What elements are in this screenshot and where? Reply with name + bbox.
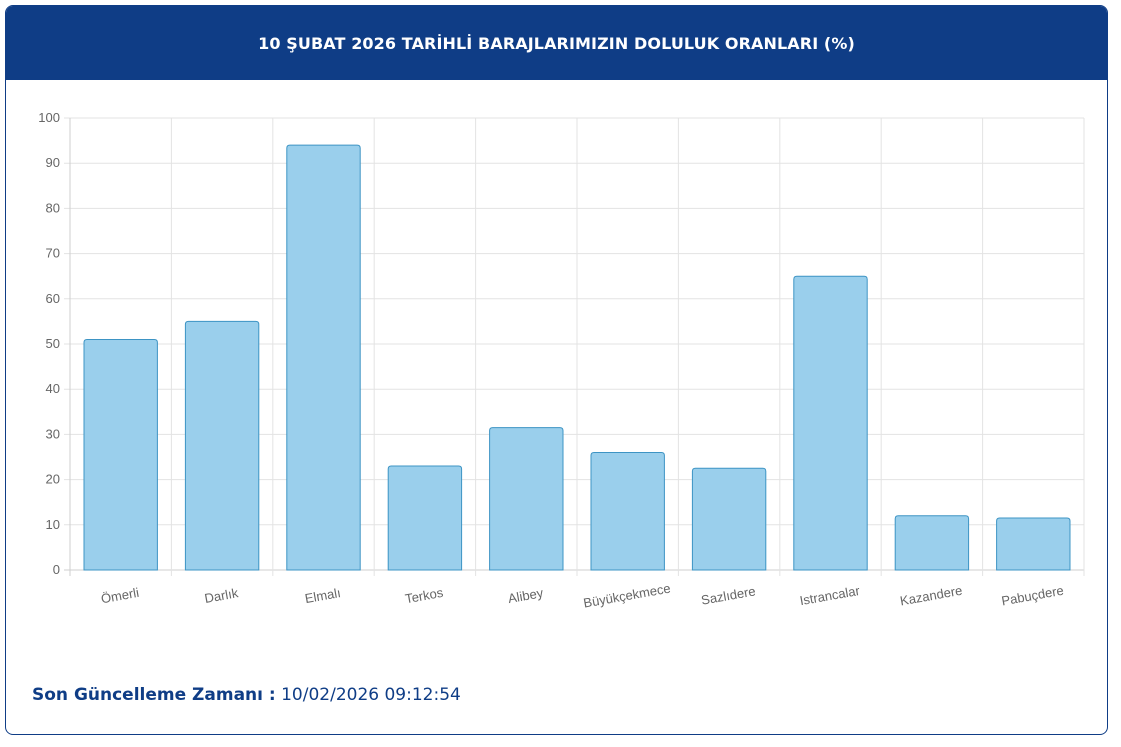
x-tick-label: Terkos: [404, 585, 445, 607]
bar: [83, 338, 158, 571]
y-tick-label: 60: [46, 291, 60, 306]
y-tick-label: 90: [46, 155, 60, 170]
x-tick-label: Ömerli: [100, 585, 140, 606]
bar: [996, 517, 1071, 571]
x-tick-label: Kazandere: [899, 583, 964, 609]
y-tick-label: 100: [38, 110, 60, 125]
y-tick-label: 40: [46, 381, 60, 396]
last-update-value: 10/02/2026 09:12:54: [281, 685, 461, 705]
bar: [286, 144, 361, 571]
bar: [184, 320, 260, 571]
y-tick-label: 30: [46, 426, 60, 441]
last-update: Son Güncelleme Zamanı : 10/02/2026 09:12…: [32, 685, 461, 705]
bar: [894, 515, 970, 571]
x-tick-label: Istrancalar: [799, 583, 862, 608]
x-tick-label: Büyükçekmece: [582, 581, 671, 611]
card-header: 10 ŞUBAT 2026 TARİHLİ BARAJLARIMIZIN DOL…: [6, 6, 1107, 80]
y-tick-label: 0: [53, 562, 60, 577]
chart-title: 10 ŞUBAT 2026 TARİHLİ BARAJLARIMIZIN DOL…: [258, 33, 855, 53]
bar-chart: 0 10 20 30 40 50 60 70 80 90 100 Ömerli Darlık Elmalı…: [38, 110, 1085, 611]
bar: [793, 275, 868, 571]
x-tick-label: Sazlıdere: [700, 583, 757, 607]
y-tick-label: 50: [46, 336, 60, 351]
x-tick-label: Pabuçdere: [1000, 583, 1065, 609]
y-tick-label: 10: [46, 517, 60, 532]
bar: [489, 427, 564, 571]
bar: [590, 451, 665, 571]
bar: [387, 465, 463, 571]
bar: [691, 467, 767, 571]
last-update-label: Son Güncelleme Zamanı :: [32, 685, 276, 705]
chart-card: 10 ŞUBAT 2026 TARİHLİ BARAJLARIMIZIN DOL…: [5, 5, 1108, 735]
x-tick-label: Elmalı: [304, 585, 342, 606]
y-tick-label: 20: [46, 472, 60, 487]
y-tick-label: 80: [46, 200, 60, 215]
x-tick-label: Alibey: [507, 585, 545, 606]
y-tick-label: 70: [46, 246, 60, 261]
x-tick-label: Darlık: [203, 585, 240, 606]
